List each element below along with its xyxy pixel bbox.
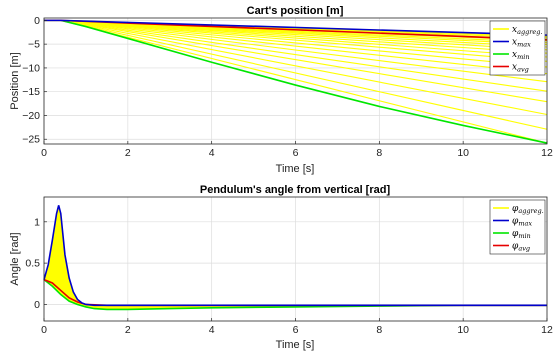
x-tick-label: 8 (376, 147, 382, 159)
position-ticks: 0 2 4 6 8 10 12 0 −5 −10 −15 −20 −25 (22, 15, 553, 159)
min-line (43, 279, 547, 311)
position-lines (44, 19, 548, 144)
x-tick-label: 2 (125, 147, 131, 159)
y-tick-label: 0.5 (25, 258, 40, 270)
legend-label: xmin (512, 50, 530, 61)
x-tick-label: 4 (209, 324, 215, 336)
position-xlabel: Time [s] (276, 163, 315, 175)
y-tick-label: −10 (22, 62, 40, 74)
legend-label: φmin (512, 229, 531, 240)
y-tick-label: 0 (34, 299, 40, 311)
angle-ticks: 0 2 4 6 8 10 12 0 0.5 1 (25, 216, 553, 336)
y-tick-label: −25 (22, 134, 40, 146)
min-line (44, 19, 548, 144)
position-ylabel: Position [m] (9, 52, 21, 109)
x-tick-label: 6 (293, 147, 299, 159)
x-tick-label: 10 (457, 147, 469, 159)
angle-chart-title: Pendulum's angle from vertical [rad] (200, 184, 391, 196)
legend-label: xmax (512, 38, 531, 49)
max-line (43, 205, 547, 307)
y-tick-label: 1 (34, 216, 40, 228)
y-tick-label: −5 (28, 39, 40, 51)
position-chart-title: Cart's position [m] (247, 5, 344, 17)
x-tick-label: 12 (541, 147, 553, 159)
legend-label: φaggreg. (512, 204, 544, 215)
x-tick-label: 0 (41, 324, 47, 336)
angle-grid (43, 197, 548, 321)
x-tick-label: 8 (376, 324, 382, 336)
legend-label: φmax (512, 217, 532, 228)
x-tick-label: 10 (457, 324, 469, 336)
max-line (44, 19, 548, 36)
x-tick-label: 6 (293, 324, 299, 336)
y-tick-label: 0 (34, 15, 40, 27)
angle-ylabel: Angle [rad] (9, 232, 21, 285)
angle-lines (43, 205, 547, 311)
x-tick-label: 4 (209, 147, 215, 159)
y-tick-label: −20 (22, 110, 40, 122)
x-tick-label: 0 (41, 147, 47, 159)
x-tick-label: 12 (541, 324, 553, 336)
y-tick-label: −15 (22, 86, 40, 98)
angle-xlabel: Time [s] (276, 339, 315, 351)
legend-label: xaggreg. (512, 25, 542, 36)
legend-label: xavg (512, 63, 529, 74)
x-tick-label: 2 (125, 324, 131, 336)
angle-chart: Pendulum's angle from vertical [rad] 0 2 4… (9, 184, 553, 351)
position-chart: Cart's position [m] 0 2 4 6 8 10 12 0 −5 −10 −15 −2… (9, 5, 553, 175)
legend-label: φavg (512, 242, 530, 253)
